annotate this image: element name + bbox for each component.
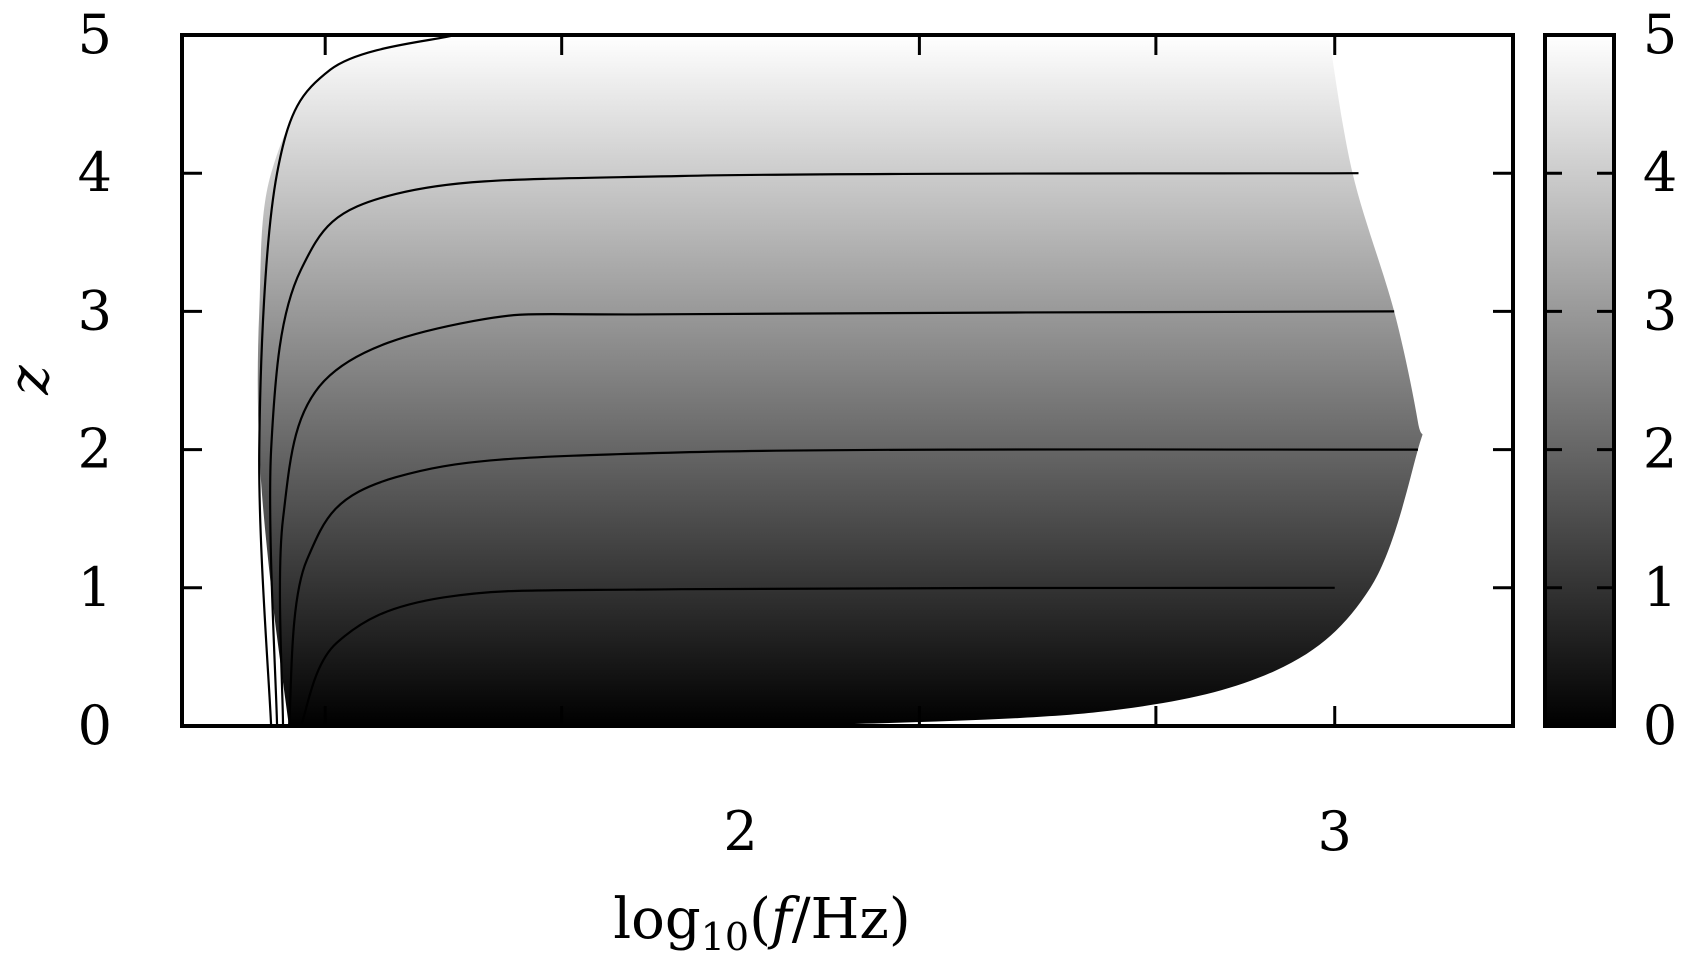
colorbar-tick-label-5: 5	[1643, 3, 1677, 66]
x-tick-label-3: 3	[1318, 800, 1352, 863]
colorbar-tick-label-0: 0	[1643, 694, 1677, 757]
plot-frame	[180, 33, 1515, 728]
x-axis-title-unit: /Hz)	[792, 887, 911, 952]
colorbar-frame	[1543, 33, 1616, 728]
colorbar-tick-label-1: 1	[1643, 556, 1677, 619]
x-axis-title: log10(f/Hz)	[613, 887, 911, 956]
plot-area	[180, 33, 1515, 728]
contour-line-1	[299, 586, 1335, 726]
contour-line-2	[287, 448, 1418, 726]
y-axis-title: z	[0, 365, 62, 396]
y-tick-label-1: 1	[78, 556, 112, 619]
x-axis-title-subscript: 10	[701, 915, 749, 956]
y-tick-label-2: 2	[78, 418, 112, 481]
x-axis-title-prefix: log	[613, 887, 700, 952]
tick-labels: 0 1 2 3 4 5 2 3 0 1 2 3 4 5	[78, 3, 1678, 863]
colorbar-gradient	[1545, 35, 1614, 726]
contour-line-4	[269, 172, 1359, 726]
contour-lines	[258, 35, 1418, 726]
y-tick-label-4: 4	[78, 141, 112, 204]
contour-line-5	[258, 35, 456, 726]
y-tick-label-3: 3	[78, 279, 112, 342]
y-tick-label-5: 5	[78, 3, 112, 66]
x-tick-label-2: 2	[723, 800, 757, 863]
colorbar-tick-label-4: 4	[1643, 141, 1677, 204]
colorbar-tick-label-3: 3	[1643, 279, 1677, 342]
colorbar-tick-label-2: 2	[1643, 418, 1677, 481]
contour-line-3	[278, 310, 1395, 726]
y-tick-label-0: 0	[78, 694, 112, 757]
x-axis-title-open: (	[749, 887, 771, 952]
heatmap-region	[257, 35, 1423, 726]
colorbar	[1543, 33, 1616, 728]
